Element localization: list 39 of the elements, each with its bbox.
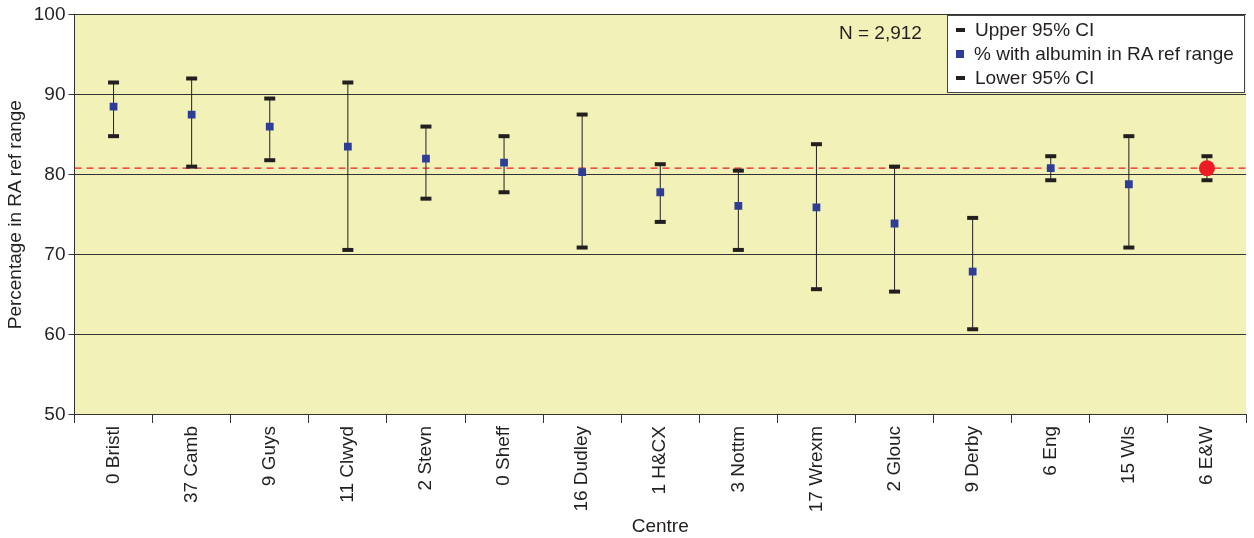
y-axis-title: Percentage in RA ref range (3, 100, 25, 330)
point (1046, 164, 1055, 173)
point (578, 168, 587, 177)
y-tick-label: 90 (44, 82, 66, 104)
x-axis-title: Centre (631, 514, 689, 536)
x-tick-label: 17 Wrexm (804, 425, 826, 513)
legend-label: Upper 95% CI (975, 18, 1095, 43)
x-tick-label: 3 Nottm (726, 425, 748, 493)
y-tick-label: 80 (44, 162, 66, 184)
annotation: N = 2,912 (839, 22, 922, 45)
point (734, 201, 743, 210)
x-tick-label: 0 Sheff (492, 425, 514, 486)
x-tick-label: 1 H&CX (648, 425, 670, 495)
x-tick-label: 2 Glouc (882, 425, 904, 492)
y-tick-label: 70 (44, 242, 66, 264)
x-tick-label: 16 Dudley (570, 425, 592, 512)
y-tick-label: 50 (44, 403, 66, 425)
point (422, 154, 430, 163)
x-tick-label: 11 Clwyd (336, 425, 358, 503)
legend-label: % with albumin in RA ref range (974, 42, 1234, 67)
x-tick-label: 2 Stevn (414, 425, 436, 491)
x-tick-label: 9 Derby (960, 425, 982, 493)
point (656, 188, 665, 197)
point (187, 110, 196, 119)
x-tick-label: 6 Eng (1038, 425, 1060, 476)
y-tick-label: 100 (33, 2, 66, 24)
x-tick-label: 15 Wls (1117, 425, 1139, 485)
x-tick-label: 0 Bristl (101, 425, 123, 485)
point (1124, 180, 1133, 189)
point (1198, 160, 1215, 177)
point (500, 158, 508, 167)
point (968, 267, 977, 276)
x-tick-label: 9 Guys (257, 425, 279, 487)
point (265, 122, 274, 131)
legend-label: Lower 95% CI (975, 66, 1095, 91)
x-tick-label: 6 E&W (1195, 425, 1217, 486)
y-tick-label: 60 (44, 323, 66, 345)
point (343, 142, 352, 151)
x-tick-label: 37 Camb (179, 425, 201, 504)
